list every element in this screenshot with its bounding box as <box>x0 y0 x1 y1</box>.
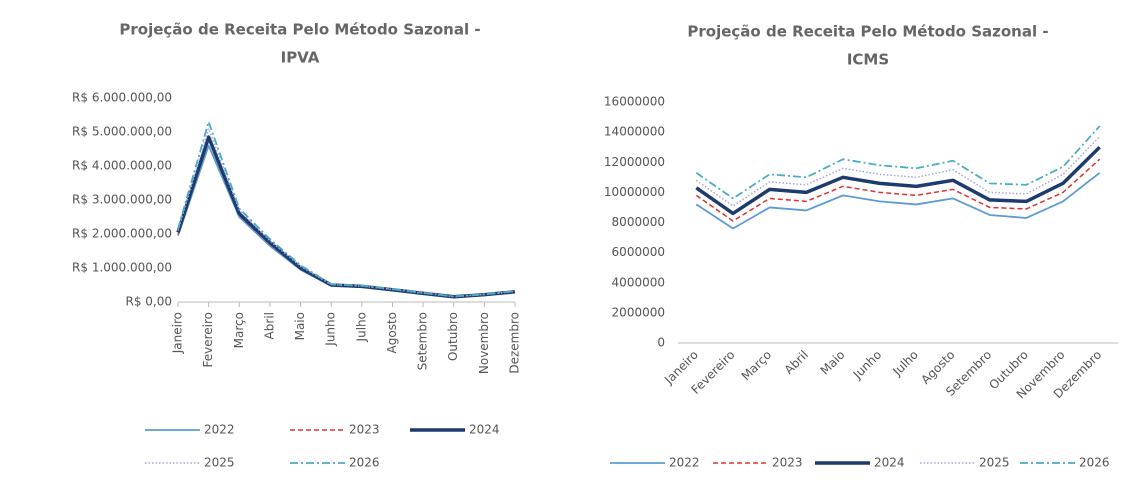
y-tick-label: 0 <box>657 336 665 350</box>
series-line <box>177 127 516 298</box>
x-tick-label: Dezembro <box>508 312 522 374</box>
chart-title: Projeção de Receita Pelo Método Sazonal … <box>687 23 1048 41</box>
chart-title: Projeção de Receita Pelo Método Sazonal … <box>119 21 480 39</box>
legend-label: 2024 <box>874 456 905 470</box>
x-tick-label: Abril <box>262 312 276 339</box>
y-tick-label: 14000000 <box>604 125 665 139</box>
x-tick-label: Março <box>232 312 246 348</box>
y-tick-label: R$ 4.000.000,00 <box>72 159 172 173</box>
y-tick-label: R$ 2.000.000,00 <box>72 227 172 241</box>
legend-label: 2022 <box>204 423 235 437</box>
legend-label: 2023 <box>349 423 380 437</box>
y-tick-label: 2000000 <box>612 305 665 319</box>
legend-label: 2025 <box>204 456 235 470</box>
x-tick-label: Novembro <box>477 312 491 374</box>
x-tick-label: Outubro <box>446 312 460 361</box>
y-tick-label: 6000000 <box>612 245 665 259</box>
x-tick-label: Junho <box>324 312 338 347</box>
legend-label: 2025 <box>979 456 1010 470</box>
x-tick-label: Agosto <box>385 312 399 353</box>
legend-label: 2023 <box>772 456 803 470</box>
series-line <box>695 125 1101 200</box>
legend-label: 2026 <box>349 456 380 470</box>
y-tick-label: 10000000 <box>604 185 665 199</box>
y-tick-label: R$ 1.000.000,00 <box>72 261 172 275</box>
legend-label: 2026 <box>1079 456 1110 470</box>
series-line <box>695 145 1101 216</box>
y-tick-label: R$ 6.000.000,00 <box>72 91 172 105</box>
x-tick-label: Maio <box>293 312 307 340</box>
y-tick-label: R$ 3.000.000,00 <box>72 193 172 207</box>
x-tick-label: Janeiro <box>171 312 185 354</box>
chart-title: IPVA <box>281 49 320 67</box>
x-tick-label: Julho <box>354 312 368 342</box>
y-tick-label: R$ 5.000.000,00 <box>72 125 172 139</box>
y-tick-label: 16000000 <box>604 95 665 109</box>
series-line <box>177 120 516 298</box>
y-tick-label: 4000000 <box>612 275 665 289</box>
series-line <box>695 158 1101 222</box>
legend-label: 2022 <box>669 456 700 470</box>
series-line <box>695 172 1101 230</box>
y-tick-label: 12000000 <box>604 155 665 169</box>
x-tick-label: Fevereiro <box>201 312 215 368</box>
x-tick-label: Setembro <box>416 312 430 370</box>
chart-title: ICMS <box>847 51 889 69</box>
y-tick-label: R$ 0,00 <box>125 295 172 309</box>
y-tick-label: 8000000 <box>612 215 665 229</box>
legend-label: 2024 <box>469 423 500 437</box>
series-line <box>695 136 1101 207</box>
